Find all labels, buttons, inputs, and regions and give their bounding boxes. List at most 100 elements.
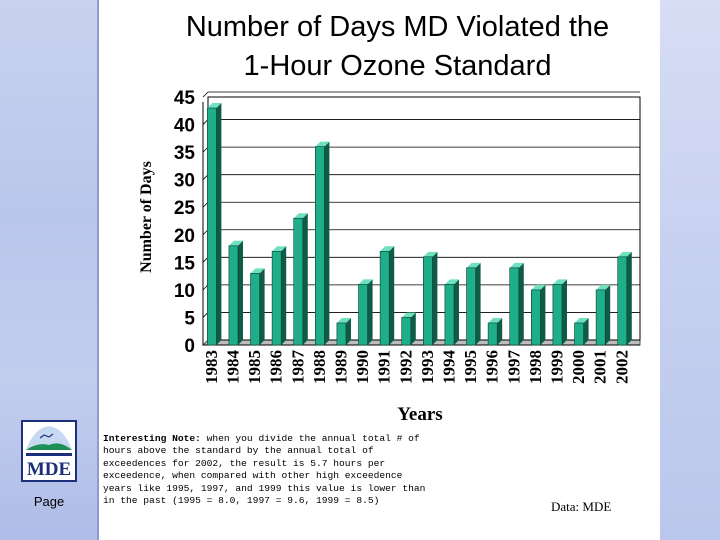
bar-top — [336, 317, 351, 323]
bar-side — [518, 262, 524, 345]
bar — [315, 146, 325, 346]
bar-side — [389, 246, 395, 345]
mde-logo: MDE — [20, 420, 78, 482]
bar — [444, 284, 455, 346]
x-tick-label: 2002 — [612, 350, 631, 384]
bar-top — [617, 251, 632, 257]
bar — [423, 256, 433, 346]
bar — [574, 322, 584, 346]
bar-top — [531, 284, 546, 290]
x-tick-label: 1998 — [526, 350, 545, 384]
bar — [466, 267, 476, 346]
bar-side — [583, 317, 589, 345]
y-tick-label: 20 — [174, 226, 195, 247]
x-tick-label: 1995 — [461, 350, 480, 384]
y-tick-label: 30 — [174, 171, 195, 192]
bar-side — [626, 251, 632, 345]
y-tick-label: 0 — [184, 336, 195, 357]
bar — [336, 322, 347, 346]
x-tick-label: 1991 — [375, 350, 394, 384]
bar-side — [324, 141, 330, 345]
bar-side — [216, 103, 222, 346]
x-tick-label: 2001 — [591, 350, 610, 384]
bar — [293, 217, 304, 346]
x-tick-label: 1992 — [396, 350, 415, 384]
x-tick-label: 1988 — [310, 350, 329, 384]
y-tick-label: 40 — [174, 116, 195, 137]
note-heading: Interesting Note: — [103, 433, 201, 444]
x-tick-label: 1987 — [288, 350, 307, 385]
bar-top — [509, 262, 524, 268]
bar-top — [488, 317, 503, 323]
bar-side — [302, 213, 308, 345]
chart-title: Number of Days MD Violated the 1-Hour Oz… — [120, 8, 675, 86]
bar — [401, 317, 412, 346]
x-tick-label: 1999 — [547, 350, 566, 384]
bar — [552, 284, 563, 346]
gridline-diag — [202, 91, 209, 98]
bar-top — [358, 279, 373, 285]
x-tick-label: 1983 — [202, 350, 221, 384]
x-tick-label: 2000 — [569, 350, 588, 384]
y-tick-label: 10 — [174, 281, 195, 302]
bar — [358, 284, 368, 346]
page-label: Page — [33, 494, 65, 509]
y-tick-label: 25 — [174, 198, 196, 219]
interesting-note: Interesting Note: when you divide the an… — [103, 433, 433, 507]
x-tick-label: 1996 — [483, 350, 502, 384]
bar-top — [228, 240, 243, 246]
logo-text: MDE — [27, 459, 71, 480]
bar-side — [453, 279, 459, 345]
bar-top — [552, 279, 567, 285]
bar-top — [250, 268, 265, 274]
bar-side — [561, 279, 567, 345]
bar — [531, 289, 541, 346]
bar — [487, 322, 498, 346]
x-tick-label: 1989 — [331, 350, 350, 384]
bar-top — [272, 246, 287, 252]
chart-title-line-1: Number of Days MD Violated the — [185, 11, 610, 43]
bar-side — [367, 279, 373, 345]
x-tick-label: 1994 — [439, 350, 458, 385]
data-source: Data: MDE — [551, 499, 612, 514]
x-tick-label: 1985 — [245, 350, 264, 384]
bar-top — [596, 284, 611, 290]
y-tick-label: 15 — [174, 253, 196, 274]
bar-top — [423, 251, 438, 257]
bar-side — [281, 246, 287, 345]
bar — [271, 251, 282, 346]
bar-side — [432, 251, 438, 345]
chart-title-line-2: 1-Hour Ozone Standard — [243, 50, 552, 82]
bar-top — [401, 312, 416, 318]
x-axis-label: Years — [397, 404, 443, 425]
x-tick-label: 1997 — [504, 350, 523, 385]
x-tick-label: 1984 — [223, 350, 242, 385]
bar — [228, 245, 239, 346]
note-body: when you divide the annual total # of ho… — [103, 433, 426, 507]
y-tick-label: 45 — [174, 88, 196, 109]
bar-top — [444, 279, 459, 285]
bar — [250, 273, 260, 346]
bar-side — [259, 268, 265, 345]
bar — [509, 267, 520, 346]
bar-top — [574, 317, 589, 323]
x-tick-label: 1986 — [267, 350, 286, 384]
bar-top — [207, 103, 222, 109]
bar-side — [410, 312, 416, 345]
bar-side — [475, 262, 481, 345]
bar — [595, 289, 606, 346]
bar-top — [466, 262, 481, 268]
bar — [617, 256, 628, 346]
bar — [379, 251, 390, 346]
bar-top — [315, 141, 330, 147]
bar-side — [497, 317, 503, 345]
bar-side — [540, 284, 546, 345]
bar-side — [605, 284, 611, 345]
y-tick-label: 5 — [184, 308, 195, 329]
left-divider — [97, 0, 99, 540]
x-tick-label: 1993 — [418, 350, 437, 384]
y-tick-label: 35 — [174, 143, 196, 164]
bar-top — [380, 246, 395, 252]
bar — [207, 107, 217, 346]
